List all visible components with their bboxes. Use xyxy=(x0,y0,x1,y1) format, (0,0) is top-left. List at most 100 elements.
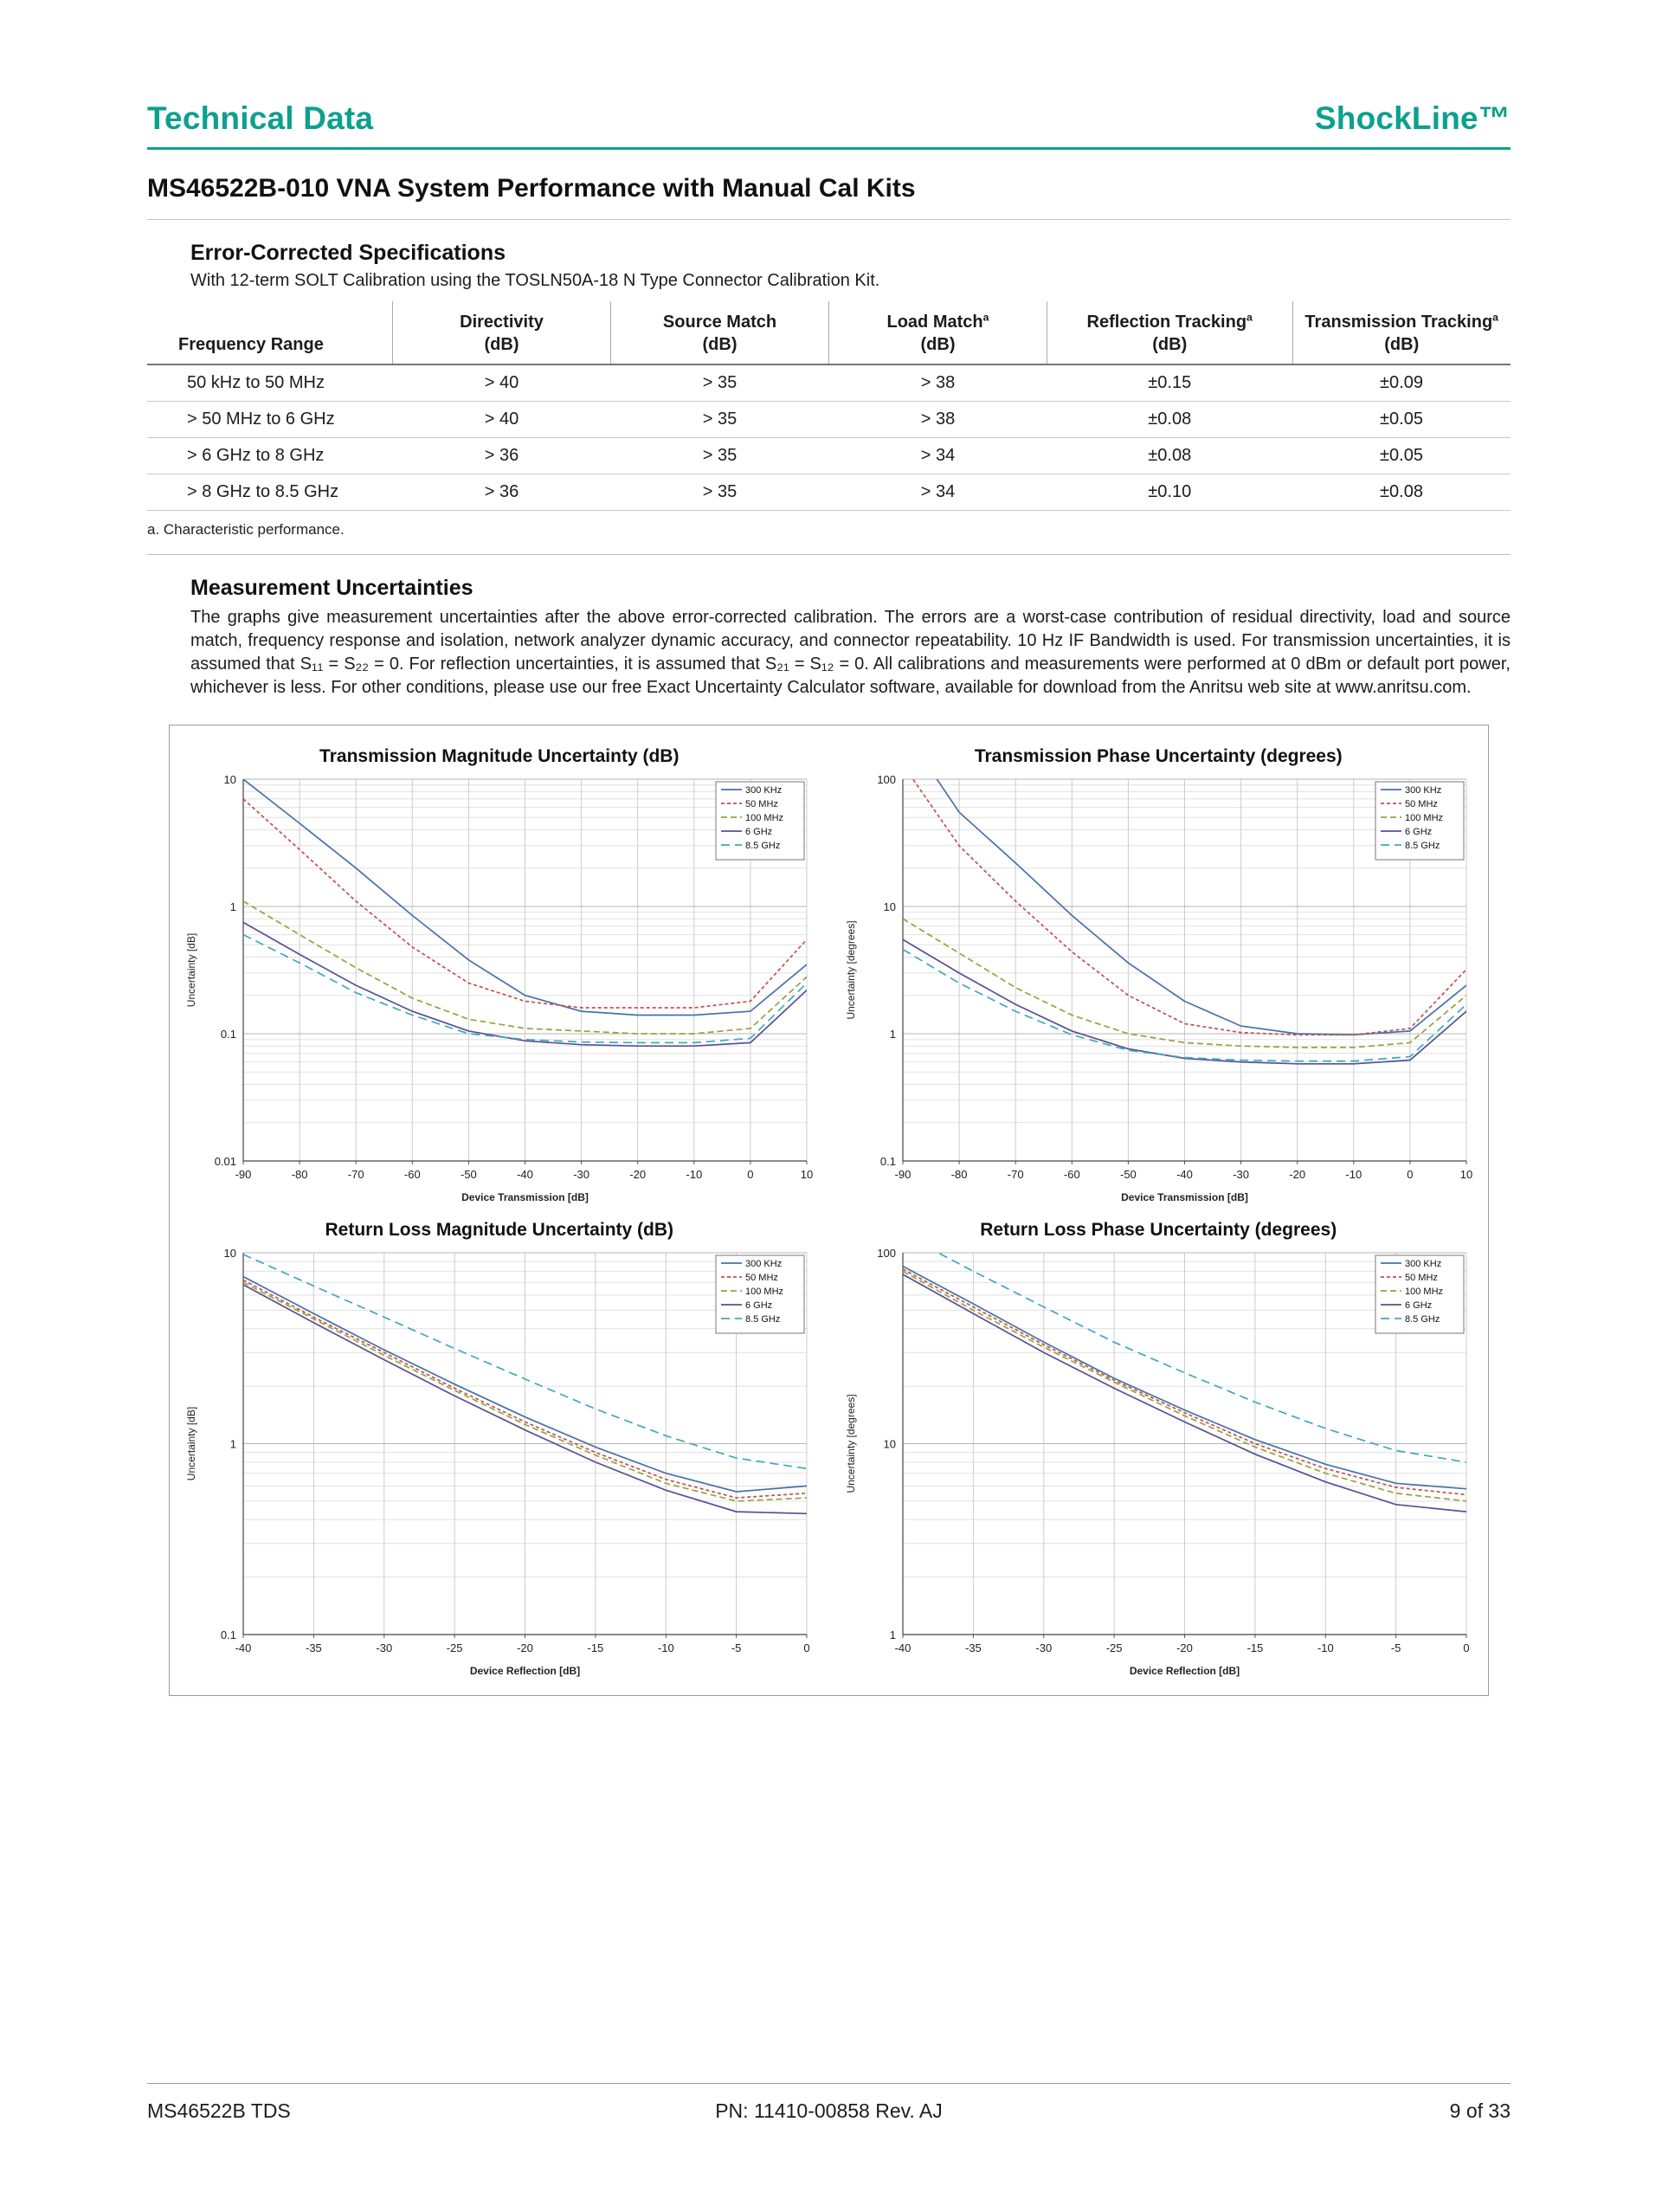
svg-text:0: 0 xyxy=(1463,1641,1469,1654)
svg-text:Device Transmission [dB]: Device Transmission [dB] xyxy=(1121,1191,1248,1203)
spec-value-cell: ±0.08 xyxy=(1292,474,1511,512)
svg-text:10: 10 xyxy=(224,773,236,786)
spec-value-cell: ±0.10 xyxy=(1047,474,1292,512)
chart-return-loss-phase-uncertainty: Return Loss Phase Uncertainty (degrees) … xyxy=(829,1208,1489,1681)
svg-text:1: 1 xyxy=(890,1028,896,1041)
chart-plot-area: -90 -80 -70 -60 -50 -40 -30 -20 -10 0 10 0.01 0.1 1 10… xyxy=(181,771,817,1208)
svg-text:50 MHz: 50 MHz xyxy=(1405,799,1438,809)
error-corrected-specs-section: Error-Corrected Specifications With 12-t… xyxy=(147,241,1511,538)
frequency-range-cell: > 50 MHz to 6 GHz xyxy=(147,401,393,439)
svg-text:-15: -15 xyxy=(1246,1641,1263,1654)
svg-text:300 KHz: 300 KHz xyxy=(1405,785,1441,796)
svg-text:-5: -5 xyxy=(1391,1641,1401,1654)
svg-text:0.1: 0.1 xyxy=(221,1628,236,1641)
spec-table: Frequency Range Directivity (dB) Source Mat… xyxy=(147,301,1511,512)
spec-table-row: 50 kHz to 50 MHz > 40 > 35 > 38 ±0.15 ±0.09 xyxy=(147,364,1511,403)
svg-text:-60: -60 xyxy=(404,1168,421,1181)
spec-value-cell: > 38 xyxy=(828,401,1047,439)
spec-value-cell: ±0.09 xyxy=(1292,364,1511,403)
svg-text:1: 1 xyxy=(230,1438,236,1451)
svg-text:-10: -10 xyxy=(1317,1641,1334,1654)
svg-text:Uncertainty [degrees]: Uncertainty [degrees] xyxy=(845,921,857,1020)
spec-value-cell: ±0.05 xyxy=(1292,437,1511,475)
svg-text:-50: -50 xyxy=(461,1168,477,1181)
svg-text:-30: -30 xyxy=(1233,1168,1249,1181)
technical-data-heading: Technical Data xyxy=(147,100,374,136)
svg-text:-80: -80 xyxy=(950,1168,967,1181)
svg-text:-20: -20 xyxy=(517,1641,533,1654)
svg-text:100: 100 xyxy=(877,773,896,786)
svg-text:-80: -80 xyxy=(292,1168,308,1181)
svg-text:0: 0 xyxy=(748,1168,754,1181)
spec-value-cell: > 36 xyxy=(392,474,611,512)
measurement-uncertainties-section: Measurement Uncertainties The graphs giv… xyxy=(147,576,1511,699)
page-header: Technical Data ShockLine™ xyxy=(147,0,1511,137)
chart-title: Return Loss Magnitude Uncertainty (dB) xyxy=(325,1220,674,1241)
svg-text:8.5 GHz: 8.5 GHz xyxy=(745,841,780,851)
svg-text:-25: -25 xyxy=(447,1641,463,1654)
svg-text:1: 1 xyxy=(890,1628,896,1641)
svg-text:Uncertainty [dB]: Uncertainty [dB] xyxy=(185,933,197,1007)
footer-rule xyxy=(147,2083,1511,2084)
spec-table-row: > 6 GHz to 8 GHz > 36 > 35 > 34 ±0.08 ±0.05 xyxy=(147,437,1511,475)
spec-value-cell: > 35 xyxy=(610,437,829,475)
spec-value-cell: > 34 xyxy=(828,474,1047,512)
spec-value-cell: ±0.08 xyxy=(1047,437,1292,475)
spec-value-cell: ±0.15 xyxy=(1047,364,1292,403)
spec-table-body: 50 kHz to 50 MHz > 40 > 35 > 38 ±0.15 ±0.09 > … xyxy=(147,364,1511,512)
column-header: Reflection Trackinga (dB) xyxy=(1047,301,1292,366)
svg-text:6 GHz: 6 GHz xyxy=(1405,827,1432,837)
column-header: Source Match (dB) xyxy=(610,301,829,366)
svg-text:0: 0 xyxy=(1407,1168,1413,1181)
svg-text:8.5 GHz: 8.5 GHz xyxy=(745,1314,780,1325)
svg-text:50 MHz: 50 MHz xyxy=(1405,1273,1438,1283)
spec-value-cell: ±0.05 xyxy=(1292,401,1511,439)
spec-table-header-row: Frequency Range Directivity (dB) Source Mat… xyxy=(147,301,1511,366)
spec-value-cell: > 34 xyxy=(828,437,1047,475)
svg-text:-60: -60 xyxy=(1064,1168,1080,1181)
shockline-brand: ShockLine™ xyxy=(1314,100,1511,136)
frequency-range-cell: > 6 GHz to 8 GHz xyxy=(147,437,393,475)
spec-value-cell: > 35 xyxy=(610,364,829,403)
svg-text:100 MHz: 100 MHz xyxy=(745,813,783,823)
svg-text:-35: -35 xyxy=(306,1641,322,1654)
svg-text:Device Reflection [dB]: Device Reflection [dB] xyxy=(470,1665,580,1677)
svg-text:-70: -70 xyxy=(348,1168,364,1181)
svg-text:-90: -90 xyxy=(894,1168,911,1181)
svg-text:6 GHz: 6 GHz xyxy=(745,827,772,837)
svg-text:-90: -90 xyxy=(235,1168,252,1181)
svg-text:-40: -40 xyxy=(1176,1168,1193,1181)
chart-plot-area: -40 -35 -30 -25 -20 -15 -10 -5 0 1 10 100 Uncertaint… xyxy=(841,1244,1477,1681)
svg-text:-40: -40 xyxy=(235,1641,252,1654)
svg-text:-50: -50 xyxy=(1120,1168,1137,1181)
svg-text:-30: -30 xyxy=(377,1641,393,1654)
svg-text:0.1: 0.1 xyxy=(880,1155,896,1168)
svg-text:6 GHz: 6 GHz xyxy=(1405,1300,1432,1311)
spec-value-cell: > 38 xyxy=(828,364,1047,403)
spec-table-row: > 50 MHz to 6 GHz > 40 > 35 > 38 ±0.08 ±0.05 xyxy=(147,401,1511,439)
svg-text:-15: -15 xyxy=(588,1641,604,1654)
svg-text:100: 100 xyxy=(877,1247,896,1260)
svg-text:100 MHz: 100 MHz xyxy=(745,1287,783,1297)
chart-plot-area: -40 -35 -30 -25 -20 -15 -10 -5 0 0.1 1 10 Uncertaint… xyxy=(181,1244,817,1681)
spec-value-cell: > 40 xyxy=(392,364,611,403)
svg-text:-10: -10 xyxy=(658,1641,674,1654)
document-title: MS46522B-010 VNA System Performance with… xyxy=(147,174,916,203)
column-header: Transmission Trackinga (dB) xyxy=(1292,301,1511,366)
svg-text:0.1: 0.1 xyxy=(221,1028,236,1041)
footer-part-number: PN: 11410-00858 Rev. AJ xyxy=(715,2099,943,2122)
svg-text:Uncertainty [degrees]: Uncertainty [degrees] xyxy=(845,1395,857,1493)
spec-value-cell: > 35 xyxy=(610,474,829,512)
chart-plot-area: -90 -80 -70 -60 -50 -40 -30 -20 -10 0 10 0.1 1 10 100 U… xyxy=(841,771,1477,1208)
spec-value-cell: > 35 xyxy=(610,401,829,439)
column-header: Directivity (dB) xyxy=(392,301,611,366)
svg-text:10: 10 xyxy=(1460,1168,1472,1181)
svg-text:100 MHz: 100 MHz xyxy=(1405,1287,1443,1297)
svg-text:50 MHz: 50 MHz xyxy=(745,1273,778,1283)
frequency-range-cell: > 8 GHz to 8.5 GHz xyxy=(147,474,393,512)
svg-text:10: 10 xyxy=(883,900,895,913)
page-footer: MS46522B TDS PN: 11410-00858 Rev. AJ 9 o… xyxy=(147,2083,1511,2123)
svg-text:-5: -5 xyxy=(731,1641,742,1654)
svg-text:300 KHz: 300 KHz xyxy=(1405,1259,1441,1269)
